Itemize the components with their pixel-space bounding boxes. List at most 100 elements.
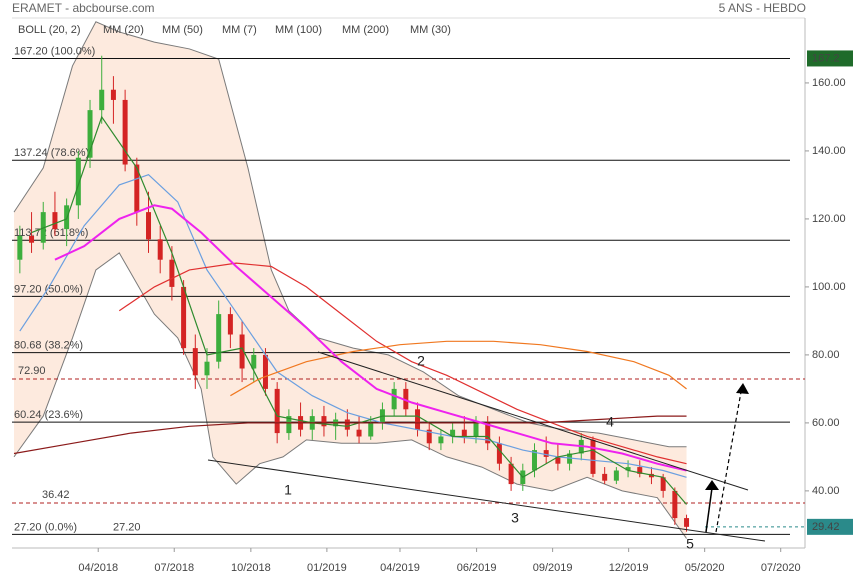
x-tick-label: 04/2019 [380, 562, 420, 574]
legend-entry: MM (50) [162, 24, 203, 36]
chart-subtitle: 5 ANS - HEBDO [719, 1, 806, 15]
price-box [807, 50, 853, 67]
candle-body [684, 518, 690, 527]
x-tick-label: 01/2019 [307, 562, 347, 574]
band-fill [14, 21, 687, 539]
candle-body [450, 429, 456, 437]
price-box-label: 167.2 [812, 52, 840, 64]
candle-body [99, 89, 105, 111]
candle-body [251, 354, 257, 369]
candle-body [75, 157, 81, 206]
candle-body [543, 450, 549, 457]
moving-average [19, 174, 687, 478]
candle-body [157, 239, 163, 260]
candle-body [660, 477, 666, 491]
plot-layer: 40.00 60.00 80.00 100.00 120.00 140.00 160.00 0… [12, 21, 853, 574]
x-tick-label: 09/2019 [533, 562, 573, 574]
candle-body [262, 354, 268, 389]
fib-label: 27.20 (0.0%) [14, 521, 77, 533]
price-box-label: 29.42 [812, 521, 840, 533]
fib-label: 60.24 (23.6%) [14, 409, 83, 421]
x-tick-label: 12/2019 [609, 562, 649, 574]
fib-label: 167.20 (100.0%) [14, 45, 95, 57]
candle-body [239, 334, 245, 369]
candle-body [415, 409, 421, 430]
candle-body [485, 422, 491, 444]
base-label: 27.20 [113, 521, 141, 533]
fib-label: 97.20 (50.0%) [14, 283, 83, 295]
candle-body [555, 456, 561, 464]
candle-body [122, 99, 128, 165]
candle-body [602, 473, 608, 481]
wave-label: 4 [606, 414, 614, 430]
candle-body [438, 436, 444, 444]
candle-body [426, 429, 432, 444]
candle-body [52, 212, 58, 230]
x-tick-label: 10/2018 [231, 562, 271, 574]
candle-body [531, 450, 537, 471]
chart-title: ERAMET - abcbourse.com [12, 1, 155, 15]
candle-body [274, 388, 280, 434]
candle-body [134, 164, 140, 213]
legend-entry: MM (200) [342, 24, 389, 36]
legend-entry: BOLL (20, 2) [18, 24, 81, 36]
candle-body [403, 388, 409, 410]
candle-body [508, 463, 514, 485]
x-tick-label: 05/2020 [685, 562, 725, 574]
y-tick-label: 140.00 [812, 145, 846, 157]
candle-body [216, 314, 222, 362]
candle-body [590, 439, 596, 474]
candle-body [473, 422, 479, 437]
band-lower [13, 252, 687, 539]
moving-average [118, 262, 687, 465]
candle-body [110, 89, 116, 100]
candle-body [672, 490, 678, 519]
candle-body [496, 443, 502, 464]
trend-line [207, 459, 766, 542]
candle-body [87, 110, 93, 158]
y-tick-label: 160.00 [812, 77, 846, 89]
arrow [705, 487, 713, 533]
moving-average [31, 115, 687, 505]
candle-body [613, 470, 619, 481]
candle-body [227, 314, 233, 335]
y-tick-label: 40.00 [812, 485, 840, 497]
candle-body [356, 429, 362, 437]
candle-body [344, 419, 350, 430]
candle-body [204, 361, 210, 376]
candle-body [17, 235, 23, 260]
price-box [807, 518, 853, 535]
candle-body [29, 235, 35, 243]
candle-body [169, 259, 175, 287]
candle-body [368, 422, 374, 437]
wave-label: 3 [511, 510, 519, 526]
moving-average [54, 204, 687, 472]
x-tick-label: 04/2018 [78, 562, 118, 574]
dashed-level-label: 72.90 [18, 365, 46, 377]
candle-body [637, 467, 643, 474]
x-tick-label: 07/2020 [761, 562, 801, 574]
moving-average [13, 415, 687, 455]
candle-body [461, 429, 467, 437]
dashed-level-label: 36.42 [42, 489, 70, 501]
wave-label: 2 [417, 353, 425, 369]
x-tick-label: 06/2019 [457, 562, 497, 574]
candle-body [146, 212, 152, 240]
y-tick-label: 100.00 [812, 281, 846, 293]
moving-average [230, 340, 687, 397]
arrow [715, 391, 742, 533]
wave-label: 1 [284, 482, 292, 498]
x-tick-label: 07/2018 [154, 562, 194, 574]
wave-label: 5 [686, 536, 694, 552]
trend-line [317, 351, 749, 491]
candle-body [286, 416, 292, 434]
candle-body [391, 388, 397, 410]
y-tick-label: 120.00 [812, 213, 846, 225]
candle-body [321, 416, 327, 427]
arrow-head [736, 383, 749, 394]
legend-entry: MM (20) [103, 24, 144, 36]
arrow-head [705, 480, 719, 490]
candle-body [181, 286, 187, 349]
legend-entry: MM (30) [410, 24, 451, 36]
candle-body [192, 348, 198, 376]
